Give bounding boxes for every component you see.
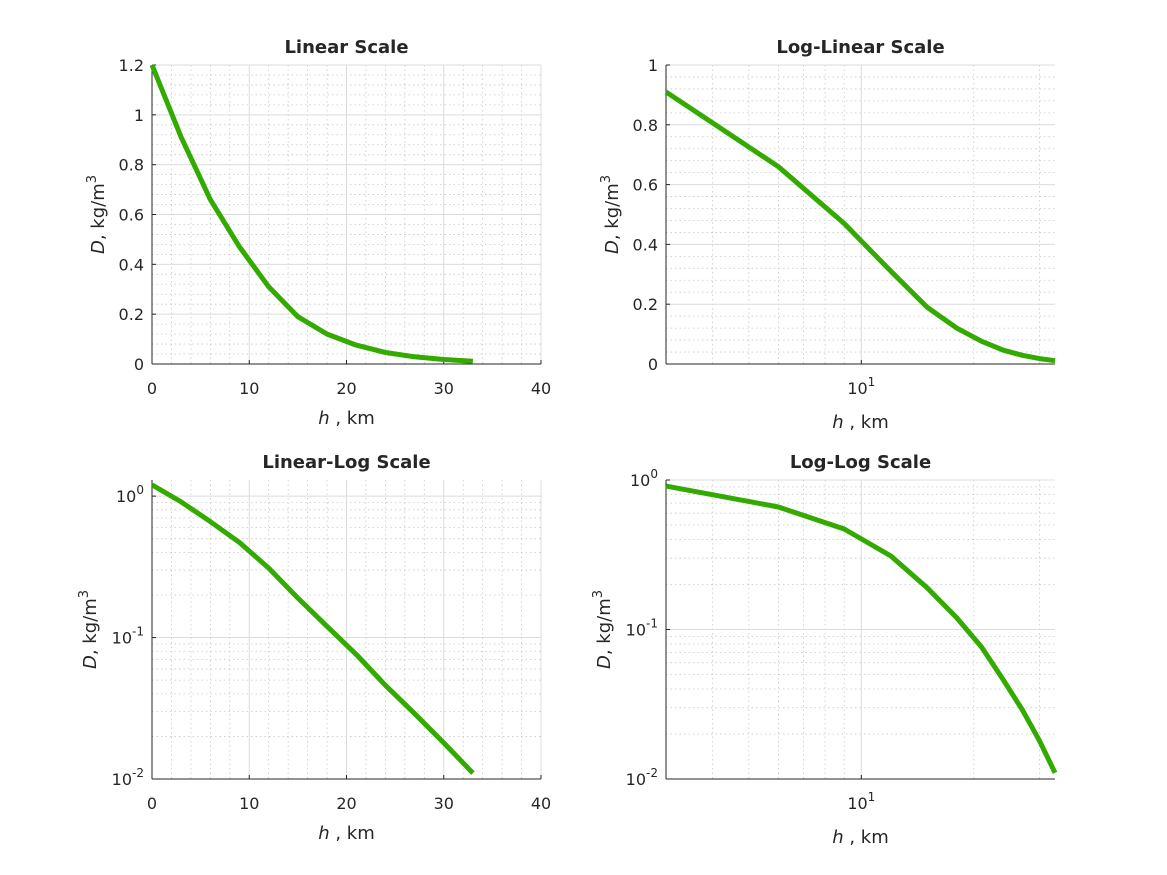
x-axis-label-unit: , km xyxy=(844,827,889,848)
y-axis-label-variable: D xyxy=(602,240,623,254)
y-tick-exponent: -2 xyxy=(646,766,658,780)
y-tick-base: 10 xyxy=(626,621,646,640)
x-tick-exponent: 1 xyxy=(868,375,876,389)
x-axis-label: h , km xyxy=(832,827,889,848)
y-tick-base: 10 xyxy=(112,770,132,789)
plot-area xyxy=(666,65,1055,364)
x-tick-label: 0 xyxy=(147,794,157,813)
y-axis-label-unit: , kg/m xyxy=(594,598,615,655)
x-tick-label: 101 xyxy=(847,790,875,813)
x-tick-label: 10 xyxy=(239,794,259,813)
x-tick-label: 10 xyxy=(239,379,259,398)
y-axis-label-unit: , kg/m xyxy=(602,183,623,240)
x-tick-label: 0 xyxy=(147,379,157,398)
y-tick-label: 10-2 xyxy=(112,766,144,789)
x-axis-label-unit: , km xyxy=(844,412,889,433)
y-tick-label: 0.2 xyxy=(633,295,658,314)
x-tick-label: 30 xyxy=(434,379,454,398)
x-axis-label-variable: h xyxy=(832,827,843,848)
y-tick-label: 10-1 xyxy=(626,617,658,640)
y-tick-label: 0.4 xyxy=(633,235,658,254)
y-tick-label: 0 xyxy=(648,355,658,374)
subplot-title: Log-Log Scale xyxy=(790,452,931,473)
y-axis-label-variable: D xyxy=(88,240,109,254)
y-axis-label-exponent: 3 xyxy=(599,175,614,183)
y-axis-label: D, kg/m3 xyxy=(77,590,101,669)
y-tick-label: 0.8 xyxy=(633,116,658,135)
series-line xyxy=(665,483,1058,774)
y-tick-base: 10 xyxy=(626,770,646,789)
x-tick-label: 20 xyxy=(336,794,356,813)
y-tick-label: 0.4 xyxy=(119,255,144,274)
x-axis-label-variable: h xyxy=(318,823,329,844)
y-tick-base: 10 xyxy=(116,487,136,506)
x-tick-base: 10 xyxy=(847,379,867,398)
y-tick-label: 1.2 xyxy=(119,56,144,75)
x-tick-label: 40 xyxy=(531,794,551,813)
subplot-title: Linear-Log Scale xyxy=(262,452,430,473)
x-tick-base: 10 xyxy=(847,794,867,813)
x-tick-label: 101 xyxy=(847,375,875,398)
y-tick-label: 0.8 xyxy=(119,156,144,175)
y-axis-label: D, kg/m3 xyxy=(599,175,623,254)
y-axis-label-unit: , kg/m xyxy=(80,598,101,655)
y-tick-label: 10-2 xyxy=(626,766,658,789)
y-axis-label: D, kg/m3 xyxy=(591,590,615,669)
y-axis-label-unit: , kg/m xyxy=(88,183,109,240)
x-axis-label-unit: , km xyxy=(330,823,375,844)
x-tick-exponent: 1 xyxy=(868,790,876,804)
y-tick-base: 10 xyxy=(112,629,132,648)
y-tick-label: 1 xyxy=(648,56,658,75)
y-axis-label-exponent: 3 xyxy=(77,590,92,598)
x-tick-label: 20 xyxy=(336,379,356,398)
x-axis-label: h , km xyxy=(832,412,889,433)
x-axis-label: h , km xyxy=(318,823,375,844)
subplot-title: Log-Linear Scale xyxy=(776,37,944,58)
y-axis-label-exponent: 3 xyxy=(591,590,606,598)
y-tick-label: 0 xyxy=(134,355,144,374)
x-axis-label-variable: h xyxy=(832,412,843,433)
x-tick-label: 30 xyxy=(434,794,454,813)
y-tick-label: 0.2 xyxy=(119,305,144,324)
y-axis-label-exponent: 3 xyxy=(85,175,100,183)
y-tick-exponent: -1 xyxy=(646,617,658,631)
y-tick-exponent: -1 xyxy=(132,625,144,639)
subplot-1: 0 10 20 30 40 0 0.2 0.4 0.6 0.8 1 1.2 Linear Scale h … xyxy=(85,37,551,429)
y-tick-exponent: 0 xyxy=(136,483,144,497)
y-tick-exponent: -2 xyxy=(132,766,144,780)
y-tick-label: 100 xyxy=(116,483,144,506)
y-tick-label: 0.6 xyxy=(633,176,658,195)
y-tick-label: 1 xyxy=(134,106,144,125)
y-axis-label-variable: D xyxy=(594,655,615,669)
y-tick-label: 100 xyxy=(630,467,658,490)
y-axis-label: D, kg/m3 xyxy=(85,175,109,254)
x-tick-label: 40 xyxy=(531,379,551,398)
y-axis-label-variable: D xyxy=(80,655,101,669)
y-tick-exponent: 0 xyxy=(650,467,658,481)
series-line xyxy=(149,64,474,364)
x-axis-label-unit: , km xyxy=(330,408,375,429)
subplot-title: Linear Scale xyxy=(284,37,408,58)
series-line xyxy=(150,482,475,775)
y-tick-label: 0.6 xyxy=(119,206,144,225)
x-axis-label: h , km xyxy=(318,408,375,429)
y-tick-base: 10 xyxy=(630,471,650,490)
series-line xyxy=(664,89,1056,364)
x-axis-label-variable: h xyxy=(318,408,329,429)
y-tick-label: 10-1 xyxy=(112,625,144,648)
